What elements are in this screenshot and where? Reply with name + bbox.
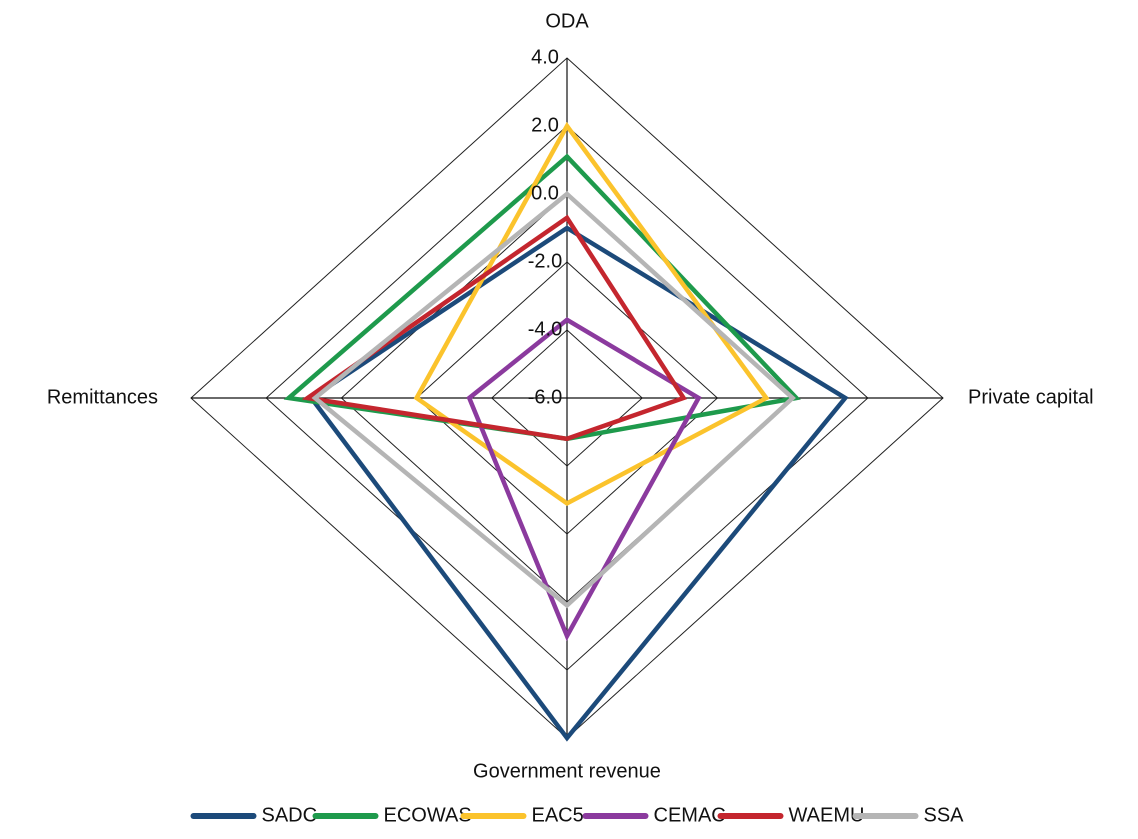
legend-label: EAC5 bbox=[532, 804, 584, 826]
series-line bbox=[413, 121, 770, 507]
category-label: ODA bbox=[545, 10, 589, 32]
category-label: Private capital bbox=[968, 386, 1094, 408]
legend-label: SSA bbox=[924, 804, 965, 826]
legend-label: CEMAC bbox=[654, 804, 726, 826]
legend-label: WAEMU bbox=[789, 804, 865, 826]
category-label: Remittances bbox=[47, 386, 158, 408]
legend-item: EAC5 bbox=[460, 804, 584, 826]
series-line bbox=[308, 225, 849, 742]
legend-item: SSA bbox=[852, 804, 965, 826]
legend-label: SADC bbox=[262, 804, 318, 826]
legend-item: ECOWAS bbox=[312, 804, 472, 826]
series-line bbox=[466, 317, 702, 642]
tick-label: -2.0 bbox=[528, 250, 562, 272]
tick-label: 4.0 bbox=[531, 46, 559, 68]
tick-label: -4.0 bbox=[528, 318, 562, 340]
legend-label: ECOWAS bbox=[384, 804, 472, 826]
legend-item: WAEMU bbox=[717, 804, 865, 826]
tick-label: 0.0 bbox=[531, 182, 559, 204]
series-line bbox=[311, 191, 796, 609]
tick-label: -6.0 bbox=[528, 386, 562, 408]
legend-item: SADC bbox=[190, 804, 318, 826]
category-label: Government revenue bbox=[473, 760, 661, 782]
tick-label: 2.0 bbox=[531, 114, 559, 136]
legend-item: CEMAC bbox=[582, 804, 726, 826]
series-line bbox=[301, 214, 688, 442]
